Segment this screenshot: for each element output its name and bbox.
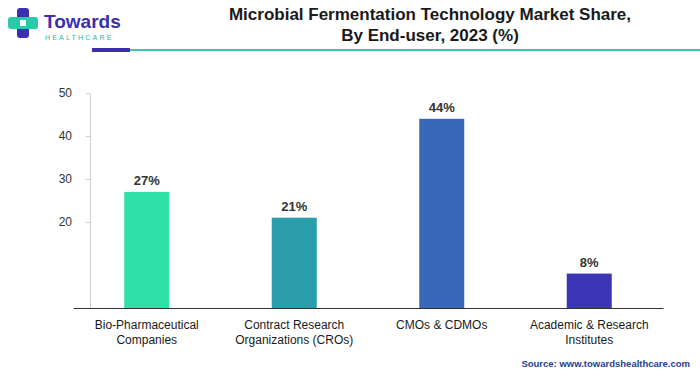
logo-tagline: HEALTHCARE: [45, 34, 114, 41]
x-tick: Academic & ResearchInstitutes: [530, 308, 649, 347]
y-tick: 50: [59, 86, 90, 100]
y-tick-label: 20: [59, 215, 73, 229]
x-tick-label-line: Contract Research: [244, 318, 344, 332]
x-tick-label-line: Academic & Research: [530, 318, 649, 332]
x-tick-label-line: CMOs & CDMOs: [396, 318, 487, 332]
data-label: 8%: [580, 255, 599, 270]
y-tick: 40: [59, 129, 90, 143]
bars: [124, 119, 612, 308]
x-tick-label-line: Organizations (CROs): [235, 333, 353, 347]
x-tick-label-line: Companies: [116, 333, 177, 347]
data-label: 27%: [134, 173, 160, 188]
bar: [124, 192, 169, 308]
x-tick-label: Bio-PharmaceuticalCompanies: [95, 318, 199, 347]
title: Microbial Fermentation Technology Market…: [229, 5, 631, 24]
x-tick-label: CMOs & CDMOs: [396, 318, 487, 332]
y-axis: 20 30 40 50: [59, 86, 91, 308]
x-tick-label-line: Bio-Pharmaceutical: [95, 318, 199, 332]
bar: [272, 218, 317, 308]
chart: Towards HEALTHCARE Source: www.towardsheal…: [0, 0, 700, 376]
x-axis: Bio-PharmaceuticalCompanies Contract Rese…: [74, 308, 664, 347]
data-label: 21%: [281, 199, 307, 214]
y-tick-mark: [86, 93, 90, 94]
logo-shape: [8, 17, 38, 29]
y-axis-line: [90, 94, 91, 309]
y-tick-label: 50: [59, 86, 73, 100]
y-tick-mark: [86, 222, 90, 223]
bar: [419, 119, 464, 308]
x-tick-label-line: Institutes: [565, 333, 613, 347]
header-accent: [92, 48, 130, 52]
bar: [567, 274, 612, 308]
logo-shape: [20, 20, 26, 26]
x-axis-line: [74, 308, 664, 309]
x-tick: Bio-PharmaceuticalCompanies: [95, 308, 199, 347]
x-tick: Contract ResearchOrganizations (CROs): [235, 308, 353, 347]
y-tick-mark: [86, 179, 90, 180]
y-tick-mark: [86, 136, 90, 137]
x-tick-label: Contract ResearchOrganizations (CROs): [235, 318, 353, 347]
data-label: 44%: [429, 100, 455, 115]
header-rule: [128, 49, 700, 51]
y-tick: 20: [59, 215, 90, 229]
source: Source: www.towardshealthcare.com: [521, 358, 690, 369]
logo-icon: [8, 8, 38, 38]
y-tick: 30: [59, 172, 90, 186]
x-tick-label: Academic & ResearchInstitutes: [530, 318, 649, 347]
y-tick-label: 40: [59, 129, 73, 143]
y-tick-label: 30: [59, 172, 73, 186]
title: By End-user, 2023 (%): [341, 26, 519, 45]
logo-text: Towards: [44, 11, 121, 32]
data-labels: 27% 21% 44% 8%: [134, 100, 599, 270]
x-tick: CMOs & CDMOs: [396, 308, 487, 332]
